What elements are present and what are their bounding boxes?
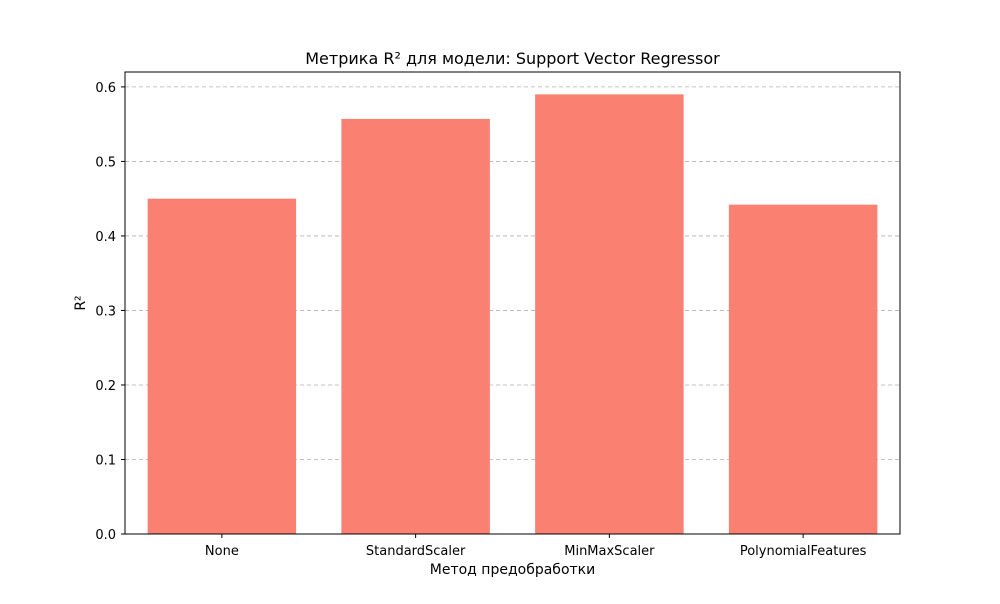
y-tick-label: 0.6 — [95, 81, 116, 96]
x-tick-label: None — [205, 544, 239, 559]
bar-standardscaler — [341, 118, 490, 534]
bar-none — [147, 198, 297, 534]
y-axis-label: R² — [73, 295, 89, 310]
y-tick-label: 0.2 — [95, 379, 116, 394]
plot-frame — [124, 71, 901, 535]
x-tick-label: PolynomialFeatures — [740, 544, 867, 559]
chart-title: Метрика R² для модели: Support Vector Re… — [305, 49, 720, 68]
y-tick-label: 0.3 — [95, 304, 116, 319]
y-tick-label: 0.0 — [95, 528, 116, 543]
bar-layer — [147, 94, 878, 535]
x-tick-label: StandardScaler — [366, 544, 466, 559]
bar-minmaxscaler — [535, 94, 684, 535]
y-tick-label: 0.4 — [95, 230, 116, 245]
bar-polynomialfeatures — [728, 204, 878, 534]
x-tick-label: MinMaxScaler — [564, 544, 655, 559]
y-tick-label: 0.1 — [95, 453, 116, 468]
tick-layer: 0.0 0.1 0.2 0.3 0.4 0.5 0.6 None StandardScaler M… — [95, 81, 866, 559]
y-tick-label: 0.5 — [95, 155, 116, 170]
x-axis-label: Метод предобработки — [430, 562, 595, 578]
